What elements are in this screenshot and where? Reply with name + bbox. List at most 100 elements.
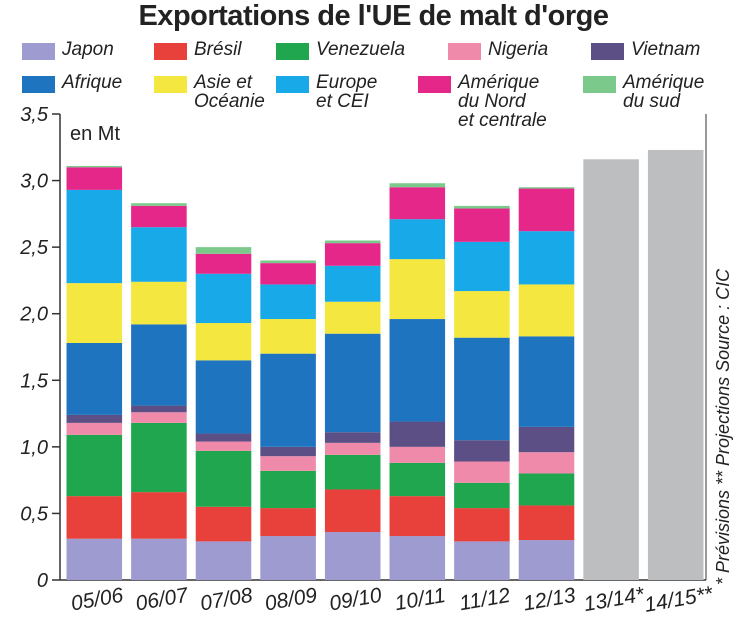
bar-segment [66, 422, 123, 435]
legend-swatch [154, 76, 187, 93]
legend-swatch [276, 76, 309, 93]
bar-segment [66, 538, 123, 580]
legend-label: Asie et Océanie [194, 72, 265, 112]
legend-swatch [448, 43, 481, 60]
legend-label: Nigeria [488, 39, 549, 60]
bar-segment [454, 241, 510, 292]
x-tick-label: 07/08 [198, 584, 254, 616]
bar-segment [454, 508, 510, 542]
bar-segment [518, 187, 575, 189]
bar-segment [389, 446, 446, 463]
bar-segment [66, 496, 123, 539]
chart-title: Exportations de l'UE de malt d'orge [138, 0, 609, 32]
bar-segment [66, 167, 123, 190]
bar-segment [66, 414, 123, 423]
bar-segment [518, 426, 575, 453]
bar-segment [131, 227, 187, 282]
bar-segment [454, 291, 510, 338]
bar-segment [389, 183, 446, 188]
bar-segment [195, 273, 252, 324]
legend-label: Venezuela [316, 39, 406, 60]
bar-segment [583, 159, 639, 581]
y-tick-label: 1,5 [20, 370, 49, 392]
x-tick-label: 14/15** [643, 582, 716, 617]
bar-segment [389, 536, 446, 580]
legend-label: Europe et CEI [316, 72, 378, 112]
bar-segment [260, 353, 316, 447]
bar-segment [131, 203, 187, 206]
bar-segment [454, 482, 510, 509]
bar-segment [324, 301, 381, 334]
y-tick-label: 1,0 [20, 437, 48, 459]
source-annotation: * Prévisions ** Projections Source : CIC [713, 268, 733, 585]
bar-segment [324, 432, 381, 443]
legend-label: Afrique [62, 72, 123, 93]
bar-segment [66, 189, 123, 284]
bar-segment [131, 422, 187, 493]
x-tick-label: 11/12 [458, 584, 513, 616]
bar-segment [324, 489, 381, 533]
unit-label: en Mt [70, 123, 120, 145]
bar-segment [66, 434, 123, 497]
bar-segment [518, 284, 575, 337]
bar-segment [195, 441, 252, 451]
legend-swatch [154, 43, 187, 60]
bar-segment [324, 265, 381, 302]
y-tick-label: 2,5 [19, 237, 49, 259]
bar-segment [131, 205, 187, 228]
bar-segment [389, 219, 446, 260]
legend-label: Vietnam [631, 39, 701, 60]
legend-label: Japon [62, 39, 114, 60]
bar-segment [66, 165, 123, 168]
bar-segment [195, 253, 252, 274]
bar-segment [131, 412, 187, 423]
x-tick-label: 13/14* [582, 583, 647, 616]
x-tick-label: 06/07 [134, 583, 191, 615]
bar-segment [260, 263, 316, 285]
bar-segment [324, 532, 381, 580]
legend-label: Amérique du Nord et centrale [458, 72, 547, 131]
bar-segment [66, 283, 123, 344]
legend-swatch [276, 43, 309, 60]
bar-segment [131, 538, 187, 580]
y-tick-label: 0,5 [20, 503, 49, 525]
bar-segment [518, 473, 575, 506]
bar-segment [131, 281, 187, 325]
bar-segment [454, 205, 510, 209]
bar-segment [389, 259, 446, 320]
bar-segment [195, 433, 252, 442]
bar-segment [260, 260, 316, 264]
bar-segment [260, 319, 316, 354]
bar-segment [324, 240, 381, 244]
bar-segment [260, 446, 316, 457]
bar-segment [389, 496, 446, 537]
bar-segment [518, 505, 575, 541]
bar-segment [647, 149, 704, 580]
bar-segment [518, 452, 575, 474]
bar-segment [454, 337, 510, 441]
y-tick-label: 0 [37, 570, 48, 592]
bar-segment [195, 323, 252, 361]
bar-segment [454, 461, 510, 483]
bar-segment [260, 470, 316, 509]
bar-segment [131, 324, 187, 406]
bar-segment [260, 284, 316, 320]
bar-segment [454, 541, 510, 580]
x-tick-label: 10/11 [393, 584, 447, 616]
legend-swatch [418, 76, 451, 93]
bar-segment [324, 243, 381, 266]
bar-segment [195, 506, 252, 542]
legend-swatch [583, 76, 616, 93]
bar-segment [260, 508, 316, 537]
x-tick-label: 08/09 [263, 584, 319, 616]
bar-segment [518, 336, 575, 427]
bar-segment [260, 536, 316, 580]
legend-swatch [22, 76, 55, 93]
legend-label: Brésil [194, 39, 242, 60]
x-tick-label: 05/06 [69, 584, 125, 616]
bar-segment [518, 231, 575, 285]
legend-swatch [22, 43, 55, 60]
bar-segment [518, 188, 575, 232]
bar-segment [389, 421, 446, 447]
